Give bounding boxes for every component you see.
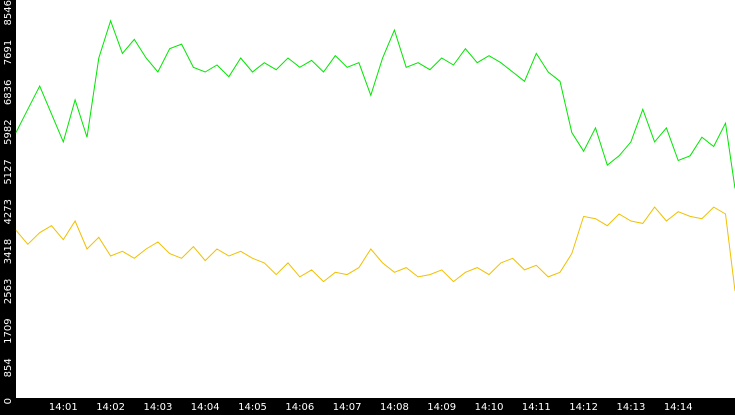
series-line (15, 19, 735, 189)
y-tick-label: 4273 (3, 199, 14, 224)
x-tick-label: 14:12 (569, 402, 598, 413)
x-tick-label: 14:03 (143, 402, 172, 413)
x-tick-label: 14:14 (664, 402, 693, 413)
y-tick-label: 1709 (3, 318, 14, 343)
x-tick-label: 14:13 (617, 402, 646, 413)
x-tick-label: 14:02 (96, 402, 125, 413)
x-tick-label: 14:07 (333, 402, 362, 413)
x-tick-label: 14:11 (522, 402, 551, 413)
y-tick-label: 6836 (3, 80, 14, 105)
x-tick-label: 14:06 (285, 402, 314, 413)
x-tick-label: 14:01 (49, 402, 78, 413)
x-tick-label: 14:04 (191, 402, 220, 413)
x-axis-strip (0, 398, 735, 415)
y-tick-label: 854 (3, 358, 14, 377)
y-tick-label: 5127 (3, 159, 14, 184)
x-tick-label: 14:08 (380, 402, 409, 413)
series-line (15, 206, 735, 291)
y-tick-label: 2563 (3, 279, 14, 304)
y-tick-label: 5982 (3, 119, 14, 144)
x-tick-label: 14:10 (475, 402, 504, 413)
x-tick-label: 14:05 (238, 402, 267, 413)
y-tick-label: 0 (3, 398, 14, 404)
x-tick-label: 14:09 (427, 402, 456, 413)
y-axis-strip (0, 0, 16, 415)
y-tick-label: 7691 (3, 40, 14, 65)
y-tick-label: 8546 (3, 0, 14, 25)
y-tick-label: 3418 (3, 239, 14, 264)
